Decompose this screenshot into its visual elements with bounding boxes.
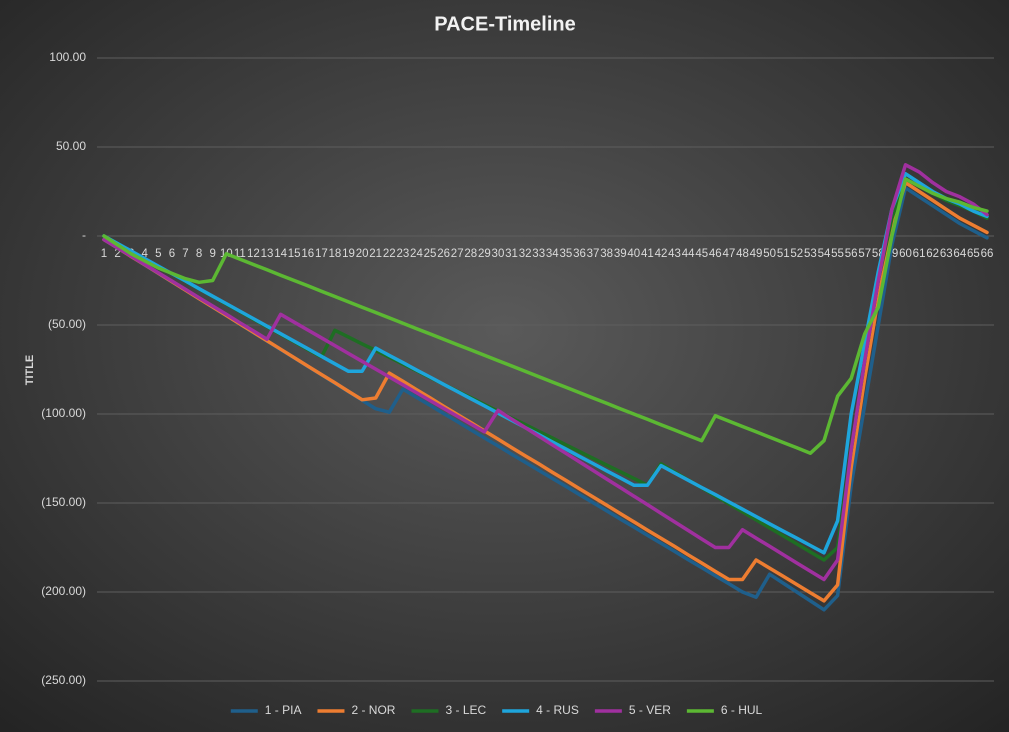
legend-label: 3 - LEC — [445, 703, 486, 717]
x-tick-label: 31 — [505, 248, 518, 260]
x-tick-label: 65 — [967, 248, 980, 260]
x-tick-label: 8 — [196, 248, 202, 260]
y-tick-label: (200.00) — [41, 584, 86, 598]
x-tick-label: 7 — [182, 248, 188, 260]
y-tick-label: - — [82, 228, 86, 242]
chart-title: PACE-Timeline — [434, 13, 576, 35]
x-tick-label: 9 — [209, 248, 215, 260]
y-tick-label: (100.00) — [41, 406, 86, 420]
x-tick-label: 52 — [790, 248, 803, 260]
x-tick-label: 24 — [410, 248, 423, 260]
x-tick-label: 12 — [247, 248, 260, 260]
x-tick-label: 23 — [396, 248, 409, 260]
x-tick-label: 18 — [329, 248, 342, 260]
x-tick-label: 28 — [464, 248, 477, 260]
x-tick-label: 43 — [668, 248, 681, 260]
x-tick-label: 57 — [858, 248, 871, 260]
legend-label: 2 - NOR — [351, 703, 395, 717]
x-tick-label: 19 — [342, 248, 355, 260]
x-tick-label: 25 — [424, 248, 437, 260]
legend-label: 4 - RUS — [536, 703, 579, 717]
x-tick-label: 39 — [614, 248, 627, 260]
x-tick-label: 13 — [261, 248, 274, 260]
x-tick-label: 4 — [142, 248, 149, 260]
x-tick-label: 35 — [559, 248, 572, 260]
x-tick-label: 60 — [899, 248, 912, 260]
x-tick-label: 40 — [627, 248, 640, 260]
x-tick-label: 5 — [155, 248, 161, 260]
x-tick-label: 1 — [101, 248, 107, 260]
legend-label: 1 - PIA — [265, 703, 302, 717]
y-tick-label: 100.00 — [49, 50, 86, 64]
x-tick-label: 53 — [804, 248, 817, 260]
y-tick-label: (150.00) — [41, 495, 86, 509]
x-tick-label: 50 — [763, 248, 776, 260]
x-tick-label: 66 — [981, 248, 994, 260]
x-tick-label: 33 — [532, 248, 545, 260]
x-tick-label: 47 — [722, 248, 735, 260]
y-axis-label: TITLE — [24, 355, 36, 386]
x-tick-label: 15 — [288, 248, 301, 260]
x-tick-label: 54 — [818, 248, 831, 260]
x-tick-label: 32 — [519, 248, 532, 260]
series-line — [102, 177, 989, 455]
x-tick-label: 21 — [369, 248, 382, 260]
x-tick-label: 64 — [953, 248, 966, 260]
y-tick-label: (50.00) — [48, 317, 86, 331]
x-tick-label: 11 — [234, 248, 246, 260]
x-tick-label: 55 — [831, 248, 844, 260]
x-tick-label: 44 — [682, 248, 695, 260]
x-tick-label: 20 — [356, 248, 369, 260]
x-tick-label: 16 — [301, 248, 314, 260]
y-tick-label: (250.00) — [41, 673, 86, 687]
x-tick-label: 22 — [383, 248, 396, 260]
x-tick-label: 2 — [114, 248, 120, 260]
x-tick-label: 14 — [274, 248, 287, 260]
x-tick-label: 30 — [492, 248, 505, 260]
x-tick-label: 37 — [587, 248, 600, 260]
x-tick-label: 17 — [315, 248, 328, 260]
legend-label: 6 - HUL — [721, 703, 763, 717]
x-tick-label: 46 — [709, 248, 722, 260]
x-tick-label: 45 — [695, 248, 708, 260]
x-tick-label: 26 — [437, 248, 450, 260]
x-tick-label: 34 — [546, 248, 559, 260]
x-tick-label: 62 — [926, 248, 939, 260]
y-tick-label: 50.00 — [56, 139, 86, 153]
x-tick-label: 49 — [750, 248, 763, 260]
x-tick-label: 51 — [777, 248, 790, 260]
x-tick-label: 6 — [169, 248, 175, 260]
x-tick-label: 36 — [573, 248, 586, 260]
x-tick-label: 29 — [478, 248, 491, 260]
x-tick-label: 48 — [736, 248, 749, 260]
x-tick-label: 63 — [940, 248, 953, 260]
x-tick-label: 42 — [655, 248, 668, 260]
x-tick-label: 61 — [913, 248, 926, 260]
series-line — [102, 171, 989, 555]
x-tick-label: 41 — [641, 248, 654, 260]
series-line — [102, 163, 989, 582]
legend-label: 5 - VER — [629, 703, 671, 717]
x-tick-label: 27 — [451, 248, 464, 260]
x-tick-label: 56 — [845, 248, 858, 260]
x-tick-label: 38 — [600, 248, 613, 260]
